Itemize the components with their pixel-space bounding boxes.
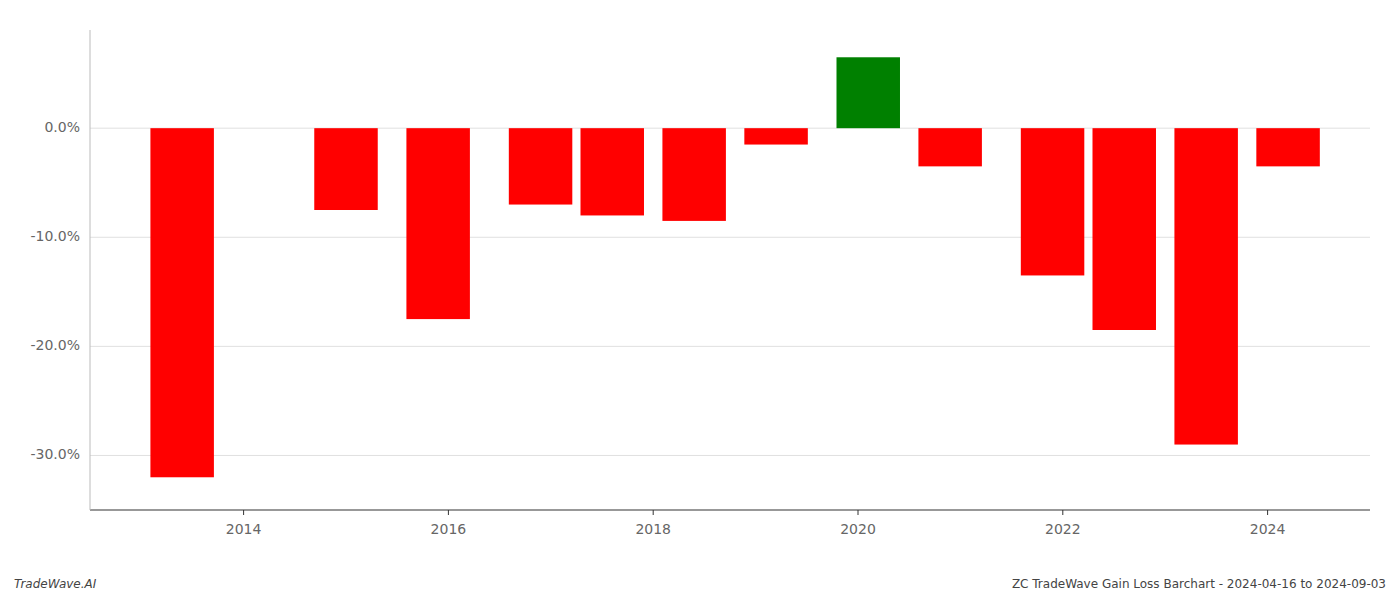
- x-tick-label: 2022: [1045, 521, 1081, 537]
- grid: [90, 128, 1370, 455]
- grid-line: [90, 455, 1370, 456]
- y-tick-label: -10.0%: [30, 228, 80, 244]
- bar: [509, 128, 572, 204]
- chart: 0.0% -10.0% -20.0% -30.0% 2014 2016 2018 2020 20…: [0, 0, 1400, 600]
- bar: [314, 128, 377, 210]
- footer-right: ZC TradeWave Gain Loss Barchart - 2024-0…: [1012, 577, 1386, 591]
- x-tick-label: 2020: [840, 521, 876, 537]
- bar: [744, 128, 807, 144]
- chart-container: 0.0% -10.0% -20.0% -30.0% 2014 2016 2018 2020 20…: [0, 0, 1400, 600]
- x-axis-line: [90, 509, 1370, 510]
- x-tick: [1267, 510, 1268, 515]
- bar: [1021, 128, 1084, 275]
- y-tick-label: -20.0%: [30, 337, 80, 353]
- bars: [150, 57, 1319, 477]
- x-tick-label: 2014: [226, 521, 262, 537]
- bar: [1092, 128, 1155, 330]
- background: [0, 0, 1400, 600]
- x-tick-label: 2018: [635, 521, 671, 537]
- y-tick-label: -30.0%: [30, 446, 80, 462]
- x-tick: [448, 510, 449, 515]
- bar: [150, 128, 213, 477]
- x-tick: [243, 510, 244, 515]
- bar: [406, 128, 469, 319]
- x-tick: [858, 510, 859, 515]
- y-axis-line: [90, 30, 91, 510]
- footer-left: TradeWave.AI: [14, 577, 97, 591]
- x-tick-label: 2024: [1250, 521, 1286, 537]
- bar: [1174, 128, 1237, 444]
- x-tick-label: 2016: [431, 521, 467, 537]
- bar: [918, 128, 981, 166]
- x-tick: [653, 510, 654, 515]
- y-tick-label: 0.0%: [44, 119, 80, 135]
- bar: [836, 57, 899, 128]
- bar: [662, 128, 725, 221]
- bar: [1256, 128, 1319, 166]
- bar: [580, 128, 643, 215]
- x-tick: [1062, 510, 1063, 515]
